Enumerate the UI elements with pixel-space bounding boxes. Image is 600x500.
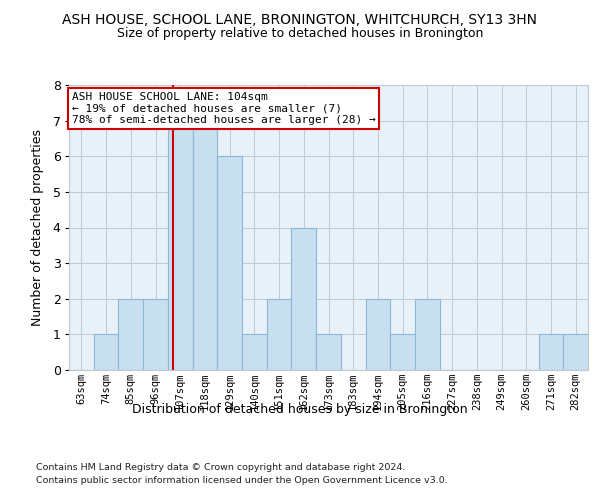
Bar (94, 334, 118, 370)
Bar (143, 298, 168, 370)
Bar (292, 228, 316, 370)
Bar (415, 298, 440, 370)
Bar (539, 334, 563, 370)
Bar (217, 156, 242, 370)
Bar (118, 298, 143, 370)
Bar (242, 334, 267, 370)
Bar (365, 298, 390, 370)
Text: Contains HM Land Registry data © Crown copyright and database right 2024.: Contains HM Land Registry data © Crown c… (36, 462, 406, 471)
Bar (267, 298, 292, 370)
Text: Contains public sector information licensed under the Open Government Licence v3: Contains public sector information licen… (36, 476, 448, 485)
Bar (316, 334, 341, 370)
Text: Distribution of detached houses by size in Bronington: Distribution of detached houses by size … (132, 402, 468, 415)
Y-axis label: Number of detached properties: Number of detached properties (31, 129, 44, 326)
Text: ASH HOUSE, SCHOOL LANE, BRONINGTON, WHITCHURCH, SY13 3HN: ASH HOUSE, SCHOOL LANE, BRONINGTON, WHIT… (62, 12, 538, 26)
Bar (193, 120, 217, 370)
Text: Size of property relative to detached houses in Bronington: Size of property relative to detached ho… (117, 28, 483, 40)
Bar (390, 334, 415, 370)
Bar (563, 334, 588, 370)
Text: ASH HOUSE SCHOOL LANE: 104sqm
← 19% of detached houses are smaller (7)
78% of se: ASH HOUSE SCHOOL LANE: 104sqm ← 19% of d… (71, 92, 376, 126)
Bar (168, 120, 193, 370)
